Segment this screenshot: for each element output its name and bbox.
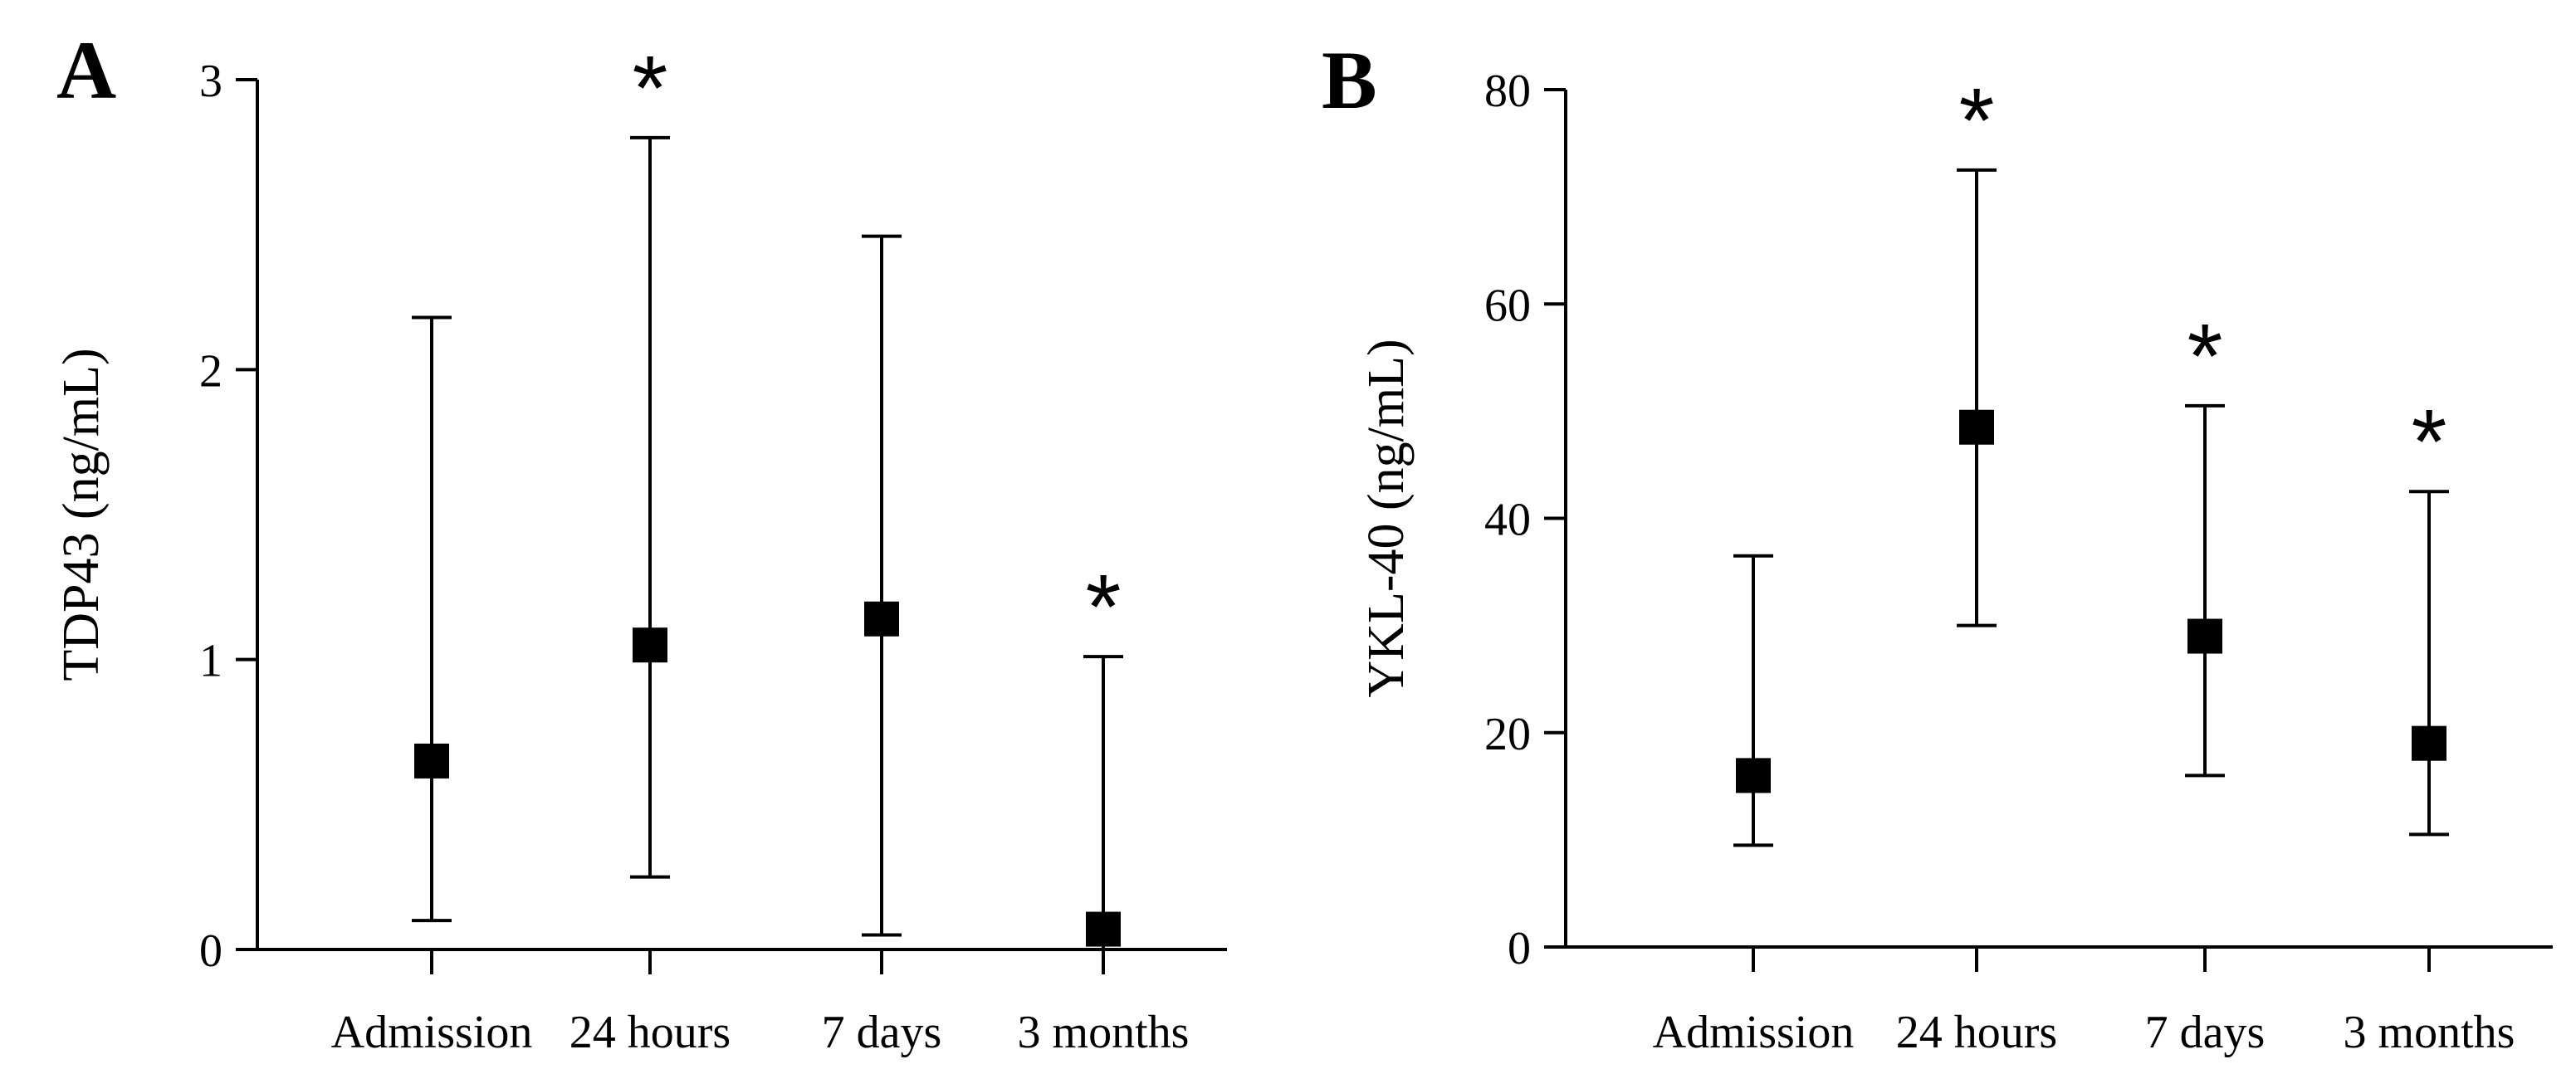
significance-star: * <box>1959 70 1995 172</box>
y-tick-label: 60 <box>1484 280 1531 331</box>
significance-star: * <box>2412 391 2447 493</box>
y-tick-label: 1 <box>199 636 222 687</box>
panel-a: A TDP43 (ng/mL) 0 1 2 3 Admission 24 hours 7 day… <box>53 24 1227 1058</box>
y-tick-label: 3 <box>199 56 222 107</box>
y-axis-label: YKL-40 (ng/mL) <box>1358 339 1415 697</box>
data-point <box>1086 911 1121 947</box>
data-point <box>1959 409 1994 445</box>
data-point <box>864 601 899 637</box>
y-tick-label: 0 <box>199 925 222 977</box>
panel-letter: B <box>1322 34 1377 126</box>
y-tick-label: 20 <box>1484 709 1531 760</box>
x-tick-label: 24 hours <box>1896 1007 2057 1058</box>
x-tick-label: 3 months <box>1018 1007 1190 1058</box>
significance-star: * <box>633 37 668 139</box>
panel-b: B YKL-40 (ng/mL) 0 20 40 60 80 Admission 24 hour… <box>1322 34 2553 1058</box>
x-tick-label: Admission <box>1653 1007 1855 1058</box>
data-point <box>633 627 667 663</box>
data-point <box>1736 758 1771 793</box>
x-tick-label: 3 months <box>2344 1007 2515 1058</box>
significance-star: * <box>2187 305 2223 408</box>
panel-letter: A <box>56 24 116 116</box>
data-point <box>2187 618 2222 654</box>
y-tick-label: 0 <box>1508 923 1531 974</box>
x-tick-label: 7 days <box>2145 1007 2266 1058</box>
y-axis-label: TDP43 (ng/mL) <box>53 348 110 681</box>
data-point <box>2412 725 2446 761</box>
x-tick-label: 24 hours <box>569 1007 731 1058</box>
x-tick-label: Admission <box>331 1007 533 1058</box>
y-tick-label: 2 <box>199 345 222 397</box>
significance-star: * <box>1086 556 1122 658</box>
y-tick-label: 40 <box>1484 495 1531 546</box>
x-tick-label: 7 days <box>822 1007 942 1058</box>
data-point <box>414 743 449 779</box>
y-tick-label: 80 <box>1484 66 1531 117</box>
